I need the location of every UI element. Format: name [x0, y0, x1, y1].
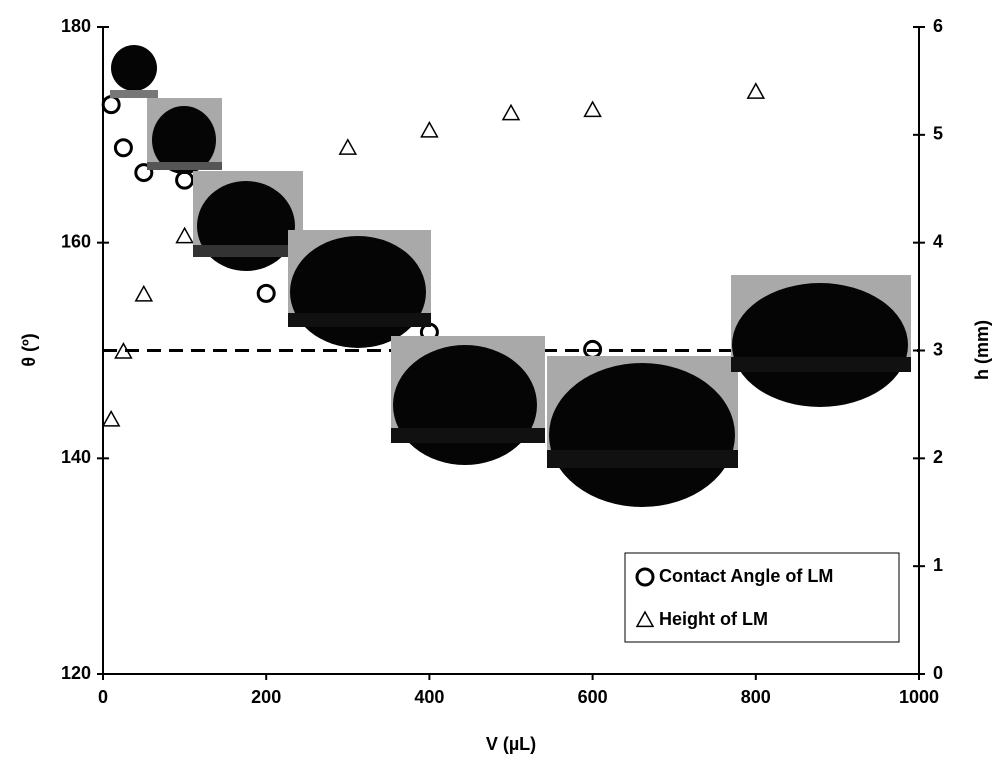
droplet-base: [110, 90, 158, 98]
y2-axis-label: h (mm): [972, 320, 992, 380]
y-axis-label: θ (º): [19, 333, 39, 366]
x-tick-label: 200: [251, 687, 281, 707]
circle-marker: [101, 95, 121, 115]
droplet-base: [147, 162, 222, 170]
y2-tick-label: 5: [933, 124, 943, 144]
triangle-marker: [583, 100, 602, 118]
droplet-base: [193, 245, 303, 257]
circle-marker: [635, 567, 655, 587]
x-tick-label: 0: [98, 687, 108, 707]
y-tick-label: 180: [61, 16, 91, 36]
droplet-base: [547, 450, 738, 468]
triangle-marker: [501, 103, 521, 121]
triangle-marker: [338, 138, 358, 155]
y2-tick-label: 2: [933, 447, 943, 467]
triangle-marker: [101, 409, 121, 427]
droplet: [290, 236, 426, 348]
legend-label: Contact Angle of LM: [659, 566, 833, 586]
triangle-marker: [746, 82, 766, 99]
droplet-base: [391, 428, 545, 443]
droplet: [549, 363, 735, 507]
axes: 0 200 400 600 800 1000 120 140 160 180 0 1 2 3 4 5 6: [61, 16, 943, 707]
triangle-marker: [134, 284, 154, 302]
droplet-images: [110, 45, 911, 507]
y2-tick-label: 1: [933, 555, 943, 575]
droplet: [152, 106, 216, 174]
x-tick-label: 1000: [899, 687, 939, 707]
legend-label: Height of LM: [659, 609, 768, 629]
legend-box: [624, 552, 900, 643]
droplet: [197, 181, 295, 271]
y-tick-label: 140: [61, 447, 91, 467]
triangle-marker: [114, 342, 133, 359]
y-tick-label: 120: [61, 663, 91, 683]
x-tick-label: 800: [741, 687, 771, 707]
circle-marker: [134, 163, 154, 183]
droplet-base: [288, 313, 431, 327]
droplet: [393, 345, 537, 465]
circle-marker: [113, 138, 133, 158]
x-tick-label: 600: [578, 687, 608, 707]
triangle-marker: [635, 610, 655, 628]
x-tick-label: 400: [414, 687, 444, 707]
triangle-marker: [420, 120, 439, 138]
y-tick-label: 160: [61, 231, 91, 251]
circle-marker: [175, 170, 195, 190]
droplet-base: [731, 357, 911, 372]
droplet: [732, 283, 908, 407]
x-axis-label: V (µL): [486, 734, 536, 754]
triangle-marker: [175, 226, 194, 244]
y2-tick-label: 6: [933, 16, 943, 36]
legend: Contact Angle of LM Height of LM: [635, 566, 833, 629]
y2-tick-label: 0: [933, 663, 943, 683]
circle-marker: [256, 283, 276, 303]
droplet: [111, 45, 157, 91]
y2-tick-label: 4: [933, 231, 943, 251]
y2-tick-label: 3: [933, 339, 943, 359]
